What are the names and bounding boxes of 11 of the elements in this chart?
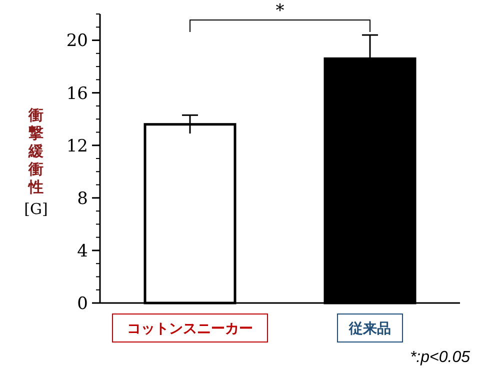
- y-tick-label: 8: [77, 188, 88, 209]
- y-axis-title: 衝撃緩衝性 [G]: [24, 106, 48, 218]
- text: *:p<0.05: [410, 349, 470, 366]
- y-tick-label: 12: [66, 136, 88, 156]
- y-tick-label: 4: [77, 241, 88, 262]
- y-tick-label: 0: [77, 294, 88, 314]
- y-tick-label: 16: [66, 84, 88, 104]
- y-tick-label: 20: [66, 31, 88, 52]
- x-tick-label: コットンスニーカー: [127, 320, 253, 337]
- x-tick-label: 従来品: [348, 320, 391, 337]
- annotation: *: [276, 1, 285, 21]
